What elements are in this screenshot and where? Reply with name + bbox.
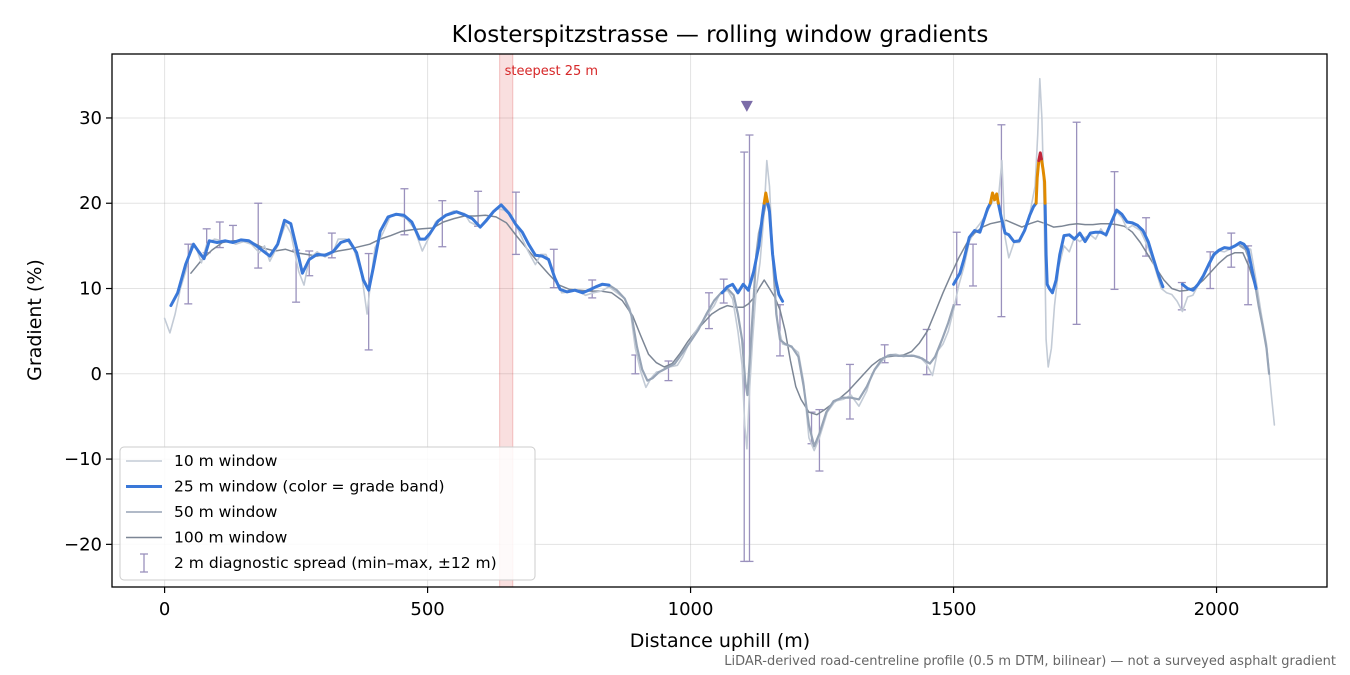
series-line [190,214,1256,416]
legend-label: 2 m diagnostic spread (min–max, ±12 m) [174,554,497,572]
steepest-label: steepest 25 m [505,64,598,79]
errorbar [400,188,409,236]
legend-label: 50 m window [174,503,278,521]
errorbar [969,243,978,287]
errorbar [549,248,558,289]
series-line [1239,244,1271,375]
plot-area: steepest 25 m 0 500 1000 1500 2000 −20 −10 0 10 20… [64,53,1328,620]
legend-box [119,446,536,581]
errorbar [664,360,673,382]
axes-frame [111,53,1328,588]
x-tick-label: 1500 [931,599,977,620]
legend-label: 10 m window [174,452,278,470]
x-tick-label: 0 [159,599,170,620]
x-tick-label: 2000 [1194,599,1240,620]
y-tick-label: −20 [64,534,102,555]
x-tick-label: 1000 [668,599,714,620]
x-tick-label: 500 [410,599,444,620]
y-tick-label: −10 [64,449,102,470]
series-line [1037,151,1043,163]
errorbar [1110,171,1119,291]
errorbar [1227,232,1236,268]
errorbar [1206,251,1215,290]
legend-label: 100 m window [174,529,288,547]
y-tick-label: 30 [79,108,102,129]
y-tick-label: 10 [79,279,102,300]
y-tick-label: 0 [91,364,102,385]
series-line [1180,241,1258,292]
series-lines [163,77,1276,452]
errorbar [254,202,263,269]
x-axis-label: Distance uphill (m) [630,630,810,652]
series-line [762,191,769,205]
errorbar [880,344,889,364]
series-line [720,201,766,295]
legend-label: 25 m window (color = grade band) [174,478,445,496]
gridlines [112,54,1327,587]
errorbar [922,328,931,376]
series-line [1043,201,1165,295]
series-line [988,191,1000,205]
errorbar [438,200,447,248]
y-tick-label: 20 [79,193,102,214]
series-line [169,203,611,308]
y-axis-label: Gradient (%) [24,259,46,381]
series-line [765,200,785,303]
legend: 10 m window 25 m window (color = grade ba… [119,446,536,581]
max-marker [740,100,753,112]
series-line [996,201,1038,244]
errorbar [815,408,824,472]
footnote: LiDAR-derived road-centreline profile (0… [724,654,1336,669]
chart-title: Klosterspitzstrasse — rolling window gra… [452,22,989,48]
errorbar [845,363,854,420]
series-line [952,201,992,286]
